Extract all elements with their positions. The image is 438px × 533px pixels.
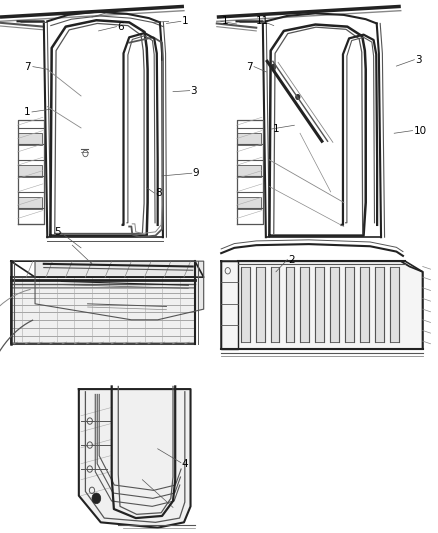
Text: 7: 7 xyxy=(24,62,31,71)
Polygon shape xyxy=(360,266,369,342)
Polygon shape xyxy=(286,266,294,342)
Text: 1: 1 xyxy=(272,124,279,134)
Text: 3: 3 xyxy=(191,86,197,95)
Polygon shape xyxy=(271,266,279,342)
Polygon shape xyxy=(35,261,204,320)
Text: 1: 1 xyxy=(24,107,31,117)
Bar xyxy=(18,133,42,145)
Text: 1: 1 xyxy=(182,17,188,26)
Text: 6: 6 xyxy=(117,22,124,31)
Bar xyxy=(237,133,261,145)
Text: 5: 5 xyxy=(54,227,60,237)
Polygon shape xyxy=(300,266,309,342)
Circle shape xyxy=(92,493,101,504)
Text: 10: 10 xyxy=(413,126,427,135)
Text: 3: 3 xyxy=(415,55,422,64)
Text: 11: 11 xyxy=(256,17,269,26)
Circle shape xyxy=(296,94,300,100)
Circle shape xyxy=(272,64,276,69)
Polygon shape xyxy=(345,266,354,342)
Polygon shape xyxy=(11,277,195,344)
Bar xyxy=(18,197,42,209)
Polygon shape xyxy=(390,266,399,342)
Text: 7: 7 xyxy=(246,62,253,71)
Polygon shape xyxy=(221,261,423,349)
Text: 8: 8 xyxy=(155,188,162,198)
Polygon shape xyxy=(256,266,265,342)
Text: 2: 2 xyxy=(288,255,295,264)
Bar xyxy=(237,197,261,209)
Polygon shape xyxy=(241,266,250,342)
Bar xyxy=(237,165,261,177)
Text: 1: 1 xyxy=(222,17,228,26)
Polygon shape xyxy=(315,266,324,342)
Bar xyxy=(18,165,42,177)
Text: 9: 9 xyxy=(193,168,199,178)
Polygon shape xyxy=(330,266,339,342)
Polygon shape xyxy=(375,266,384,342)
Polygon shape xyxy=(79,389,191,528)
Text: 4: 4 xyxy=(182,459,188,469)
